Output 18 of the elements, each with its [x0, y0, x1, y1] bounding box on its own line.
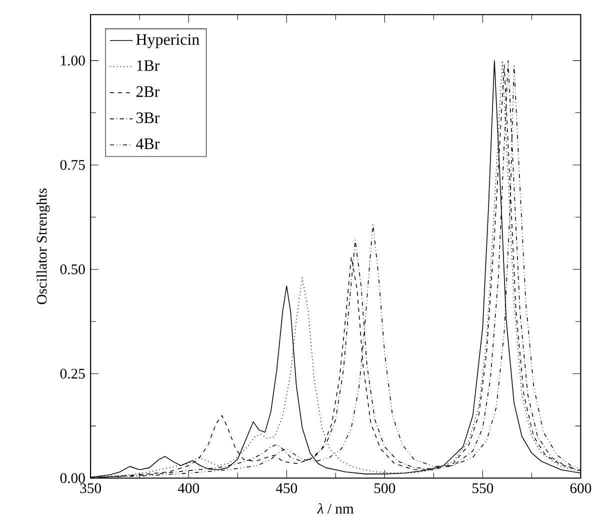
legend-label: 3Br: [136, 112, 160, 123]
legend-label: 4Br: [136, 138, 160, 149]
y-tick-label: 1.00: [61, 55, 85, 66]
x-tick-label: 350: [80, 483, 101, 493]
x-tick-label: 450: [276, 483, 298, 493]
x-tick-label: 550: [472, 483, 494, 493]
y-tick-label: 0.75: [60, 160, 85, 170]
x-tick-label: 400: [178, 483, 200, 493]
x-tick-label: 600: [570, 483, 592, 493]
legend-label: 2Br: [136, 86, 160, 97]
x-axis-title: λ / nm: [317, 502, 354, 514]
legend-label: Hypericin: [136, 34, 200, 48]
x-tick-label: 500: [374, 483, 396, 493]
y-tick-label: 0.00: [60, 472, 85, 483]
legend-label: 1Br: [137, 60, 160, 71]
y-axis-title: Oscillator Strenghts: [36, 188, 50, 304]
y-tick-label: 0.50: [60, 264, 85, 274]
y-tick-label: 0.25: [60, 368, 85, 379]
